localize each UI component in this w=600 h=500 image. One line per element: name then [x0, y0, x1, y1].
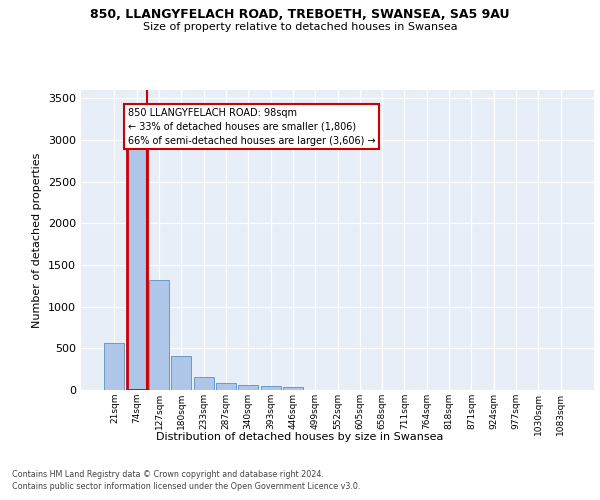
- Bar: [283, 386, 303, 390]
- Text: 850 LLANGYFELACH ROAD: 98sqm
← 33% of detached houses are smaller (1,806)
66% of: 850 LLANGYFELACH ROAD: 98sqm ← 33% of de…: [128, 108, 376, 146]
- Bar: [238, 386, 258, 390]
- Y-axis label: Number of detached properties: Number of detached properties: [32, 152, 43, 328]
- Bar: [216, 384, 236, 390]
- Bar: [171, 356, 191, 390]
- Text: Distribution of detached houses by size in Swansea: Distribution of detached houses by size …: [157, 432, 443, 442]
- Bar: [104, 342, 124, 390]
- Bar: [149, 280, 169, 390]
- Text: 850, LLANGYFELACH ROAD, TREBOETH, SWANSEA, SA5 9AU: 850, LLANGYFELACH ROAD, TREBOETH, SWANSE…: [90, 8, 510, 20]
- Bar: [127, 146, 147, 390]
- Text: Size of property relative to detached houses in Swansea: Size of property relative to detached ho…: [143, 22, 457, 32]
- Bar: [260, 386, 281, 390]
- Text: Contains public sector information licensed under the Open Government Licence v3: Contains public sector information licen…: [12, 482, 361, 491]
- Text: Contains HM Land Registry data © Crown copyright and database right 2024.: Contains HM Land Registry data © Crown c…: [12, 470, 324, 479]
- Bar: [194, 377, 214, 390]
